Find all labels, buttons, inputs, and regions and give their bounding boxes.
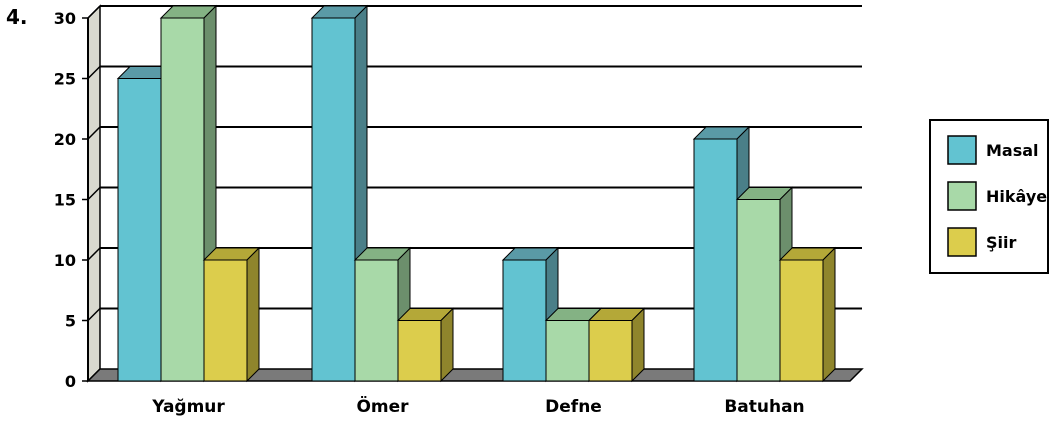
bars — [116, 4, 837, 383]
bar-front — [397, 320, 442, 382]
y-tick-label: 20 — [54, 130, 76, 149]
legend: Masal Hikâye Şiir — [929, 119, 1049, 274]
legend-swatch — [947, 181, 977, 211]
legend-label: Şiir — [986, 233, 1016, 252]
bar-front — [545, 320, 590, 382]
y-tick-label: 10 — [54, 251, 76, 270]
y-tick-label: 5 — [65, 312, 76, 331]
bar — [396, 307, 455, 383]
bar-front — [779, 259, 824, 382]
bar-side — [631, 307, 645, 383]
x-axis-labels: Yağmur Ömer Defne Batuhan — [151, 395, 804, 417]
bar-side — [822, 246, 836, 383]
x-category-label: Yağmur — [151, 397, 225, 417]
y-tick-label: 25 — [54, 70, 76, 89]
gridline-diagonal — [87, 65, 101, 80]
bar-front — [117, 78, 162, 382]
legend-swatch — [947, 227, 977, 257]
bar-front — [693, 138, 738, 382]
bar-front — [354, 259, 399, 382]
bar-front — [502, 259, 547, 382]
legend-label: Masal — [986, 141, 1039, 160]
gridline-diagonal — [87, 126, 101, 140]
question-number: 4. — [6, 5, 28, 29]
bar — [587, 307, 646, 383]
bar-side — [440, 307, 454, 383]
bar — [778, 246, 837, 383]
y-tick-label: 15 — [54, 191, 76, 210]
gridline-diagonal — [87, 186, 101, 201]
bar-front — [736, 199, 781, 382]
legend-swatch — [947, 135, 977, 165]
legend-label: Hikâye — [986, 187, 1047, 206]
bar — [159, 4, 218, 383]
y-tick-label: 30 — [54, 9, 76, 28]
y-axis-ticks: 0 5 10 15 20 25 30 — [54, 9, 89, 391]
bar — [202, 246, 261, 383]
bar-side — [246, 246, 260, 383]
bar-front — [588, 320, 633, 382]
bar-front — [311, 17, 356, 382]
x-category-label: Batuhan — [724, 397, 804, 417]
gridline-diagonal — [87, 307, 101, 322]
gridline-diagonal — [87, 247, 101, 261]
y-tick-label: 0 — [65, 372, 76, 391]
x-category-label: Defne — [545, 397, 602, 417]
bar-front — [160, 17, 205, 382]
gridline-diagonal — [87, 5, 101, 19]
bar-front — [203, 259, 248, 382]
x-category-label: Ömer — [356, 395, 409, 417]
